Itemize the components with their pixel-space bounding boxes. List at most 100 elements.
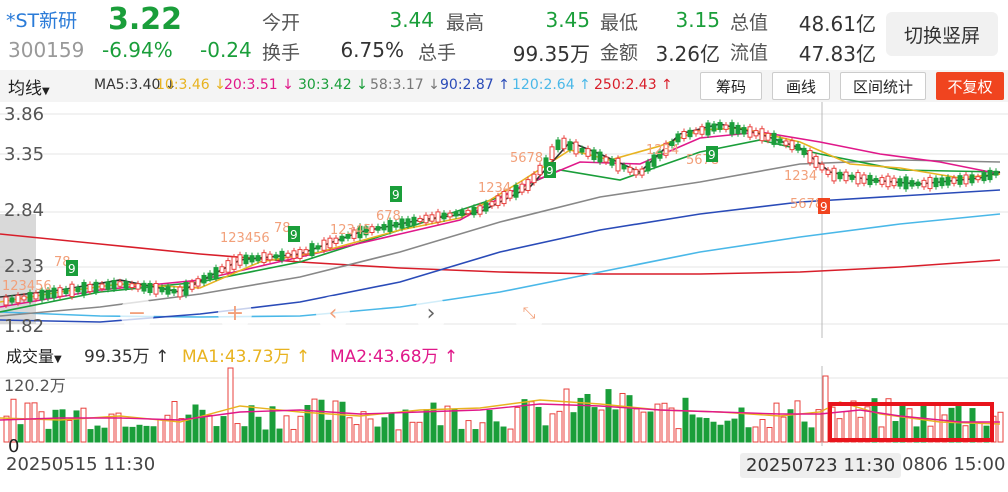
volume-bar bbox=[206, 414, 213, 443]
candle bbox=[45, 289, 51, 299]
candle bbox=[417, 217, 423, 223]
volume-bar bbox=[10, 398, 17, 443]
volume-bar bbox=[647, 411, 654, 443]
zoom-out-icon[interactable]: − bbox=[120, 296, 154, 330]
price-chart[interactable]: 123456 78 123456 78 12345 678 1234 5678 … bbox=[0, 102, 1008, 338]
candle bbox=[843, 171, 849, 182]
volume-bar bbox=[570, 412, 577, 443]
candle bbox=[369, 226, 375, 233]
candle bbox=[879, 177, 885, 185]
volume-bar bbox=[612, 409, 619, 443]
svg-text:5678: 5678 bbox=[510, 151, 543, 166]
collapse-icon[interactable]: ⤡ bbox=[512, 296, 546, 330]
signal-mark-text: 9 bbox=[820, 200, 828, 214]
candle bbox=[195, 278, 201, 287]
candle bbox=[687, 129, 693, 138]
change-percent: -6.94% bbox=[102, 38, 173, 62]
candle bbox=[939, 177, 945, 187]
candle bbox=[765, 132, 771, 141]
volume-ma2: MA2:43.68万 ↑ bbox=[330, 347, 459, 367]
stat-turnover-label: 换手 bbox=[262, 42, 301, 64]
volume-bar bbox=[143, 425, 150, 443]
candle bbox=[87, 283, 93, 293]
volume-bar bbox=[157, 419, 164, 443]
candle bbox=[411, 216, 417, 226]
candle bbox=[513, 184, 519, 198]
candle bbox=[663, 142, 669, 156]
zoom-in-icon[interactable]: + bbox=[218, 296, 252, 330]
candle bbox=[963, 174, 969, 185]
volume-bar bbox=[101, 427, 108, 443]
adjust-button[interactable]: 不复权 bbox=[936, 72, 1004, 100]
volume-bar bbox=[374, 426, 381, 443]
range-stats-button[interactable]: 区间统计 bbox=[840, 72, 926, 100]
candle bbox=[915, 181, 921, 187]
candle bbox=[15, 294, 21, 304]
candle bbox=[891, 177, 897, 187]
volume-bar bbox=[542, 425, 549, 443]
volume-bar bbox=[479, 422, 486, 443]
signal-mark-text: 9 bbox=[708, 148, 716, 162]
chips-button[interactable]: 筹码 bbox=[700, 72, 762, 100]
signal-mark-text: 9 bbox=[290, 228, 298, 242]
volume-bar bbox=[416, 421, 423, 443]
candle bbox=[933, 177, 939, 188]
candle bbox=[225, 260, 231, 273]
stat-amount-value: 3.26亿 bbox=[655, 42, 720, 66]
ma58-label: 58:3.17 ↓ bbox=[370, 77, 440, 93]
volume-chart[interactable] bbox=[0, 366, 1008, 446]
ma20-label: 20:3.51 ↓ bbox=[224, 77, 294, 93]
volume-bar bbox=[17, 424, 24, 443]
chevron-right-icon[interactable]: › bbox=[414, 296, 448, 330]
signal-mark-text: 9 bbox=[392, 188, 400, 202]
stat-open-value: 3.44 bbox=[389, 8, 434, 32]
candle bbox=[135, 283, 141, 290]
change-amount: -0.24 bbox=[200, 38, 252, 62]
volume-bar bbox=[346, 417, 353, 443]
volume-select[interactable]: 成交量▼ bbox=[6, 347, 62, 366]
volume-bar bbox=[458, 428, 465, 443]
volume-bar bbox=[493, 421, 500, 443]
volume-bar bbox=[941, 414, 948, 443]
volume-bar bbox=[682, 397, 689, 443]
signal-mark-text: 9 bbox=[68, 262, 76, 276]
svg-text:1234: 1234 bbox=[646, 143, 679, 158]
volume-bar bbox=[430, 402, 437, 443]
volume-bar bbox=[549, 413, 556, 443]
stat-open-label: 今开 bbox=[262, 12, 301, 34]
chevron-left-icon[interactable]: ‹ bbox=[316, 296, 350, 330]
volume-bar bbox=[24, 402, 31, 443]
stat-mktcap-value: 48.61亿 bbox=[798, 12, 876, 36]
candle bbox=[153, 283, 159, 295]
volume-bar bbox=[45, 428, 52, 443]
stock-code: 300159 bbox=[8, 38, 85, 62]
candle bbox=[441, 212, 447, 220]
volume-bar bbox=[234, 423, 241, 443]
volume-bar bbox=[598, 409, 605, 443]
stat-mktcap-label: 总值 bbox=[730, 12, 769, 34]
candle bbox=[435, 211, 441, 223]
volume-value: 99.35万 ↑ bbox=[84, 347, 170, 367]
candle bbox=[801, 147, 807, 156]
stat-high-value: 3.45 bbox=[545, 8, 590, 32]
stat-low-value: 3.15 bbox=[675, 8, 720, 32]
volume-bar bbox=[605, 389, 612, 443]
candle bbox=[393, 221, 399, 228]
candle bbox=[603, 156, 609, 163]
switch-portrait-button[interactable]: 切换竖屏 bbox=[886, 12, 998, 56]
volume-bar bbox=[164, 414, 171, 443]
volume-bar bbox=[675, 428, 682, 443]
candle bbox=[945, 176, 951, 186]
draw-line-button[interactable]: 画线 bbox=[772, 72, 830, 100]
candle bbox=[183, 282, 189, 296]
volume-bar bbox=[661, 402, 668, 443]
volume-bar bbox=[745, 427, 752, 443]
ma-select[interactable]: 均线▼ bbox=[8, 79, 50, 99]
volume-bar bbox=[66, 419, 73, 443]
volume-bar bbox=[318, 399, 325, 443]
candle bbox=[795, 143, 801, 151]
volume-bar bbox=[843, 411, 850, 443]
candle bbox=[531, 173, 537, 184]
candle bbox=[645, 161, 651, 172]
volume-bar bbox=[724, 420, 731, 443]
